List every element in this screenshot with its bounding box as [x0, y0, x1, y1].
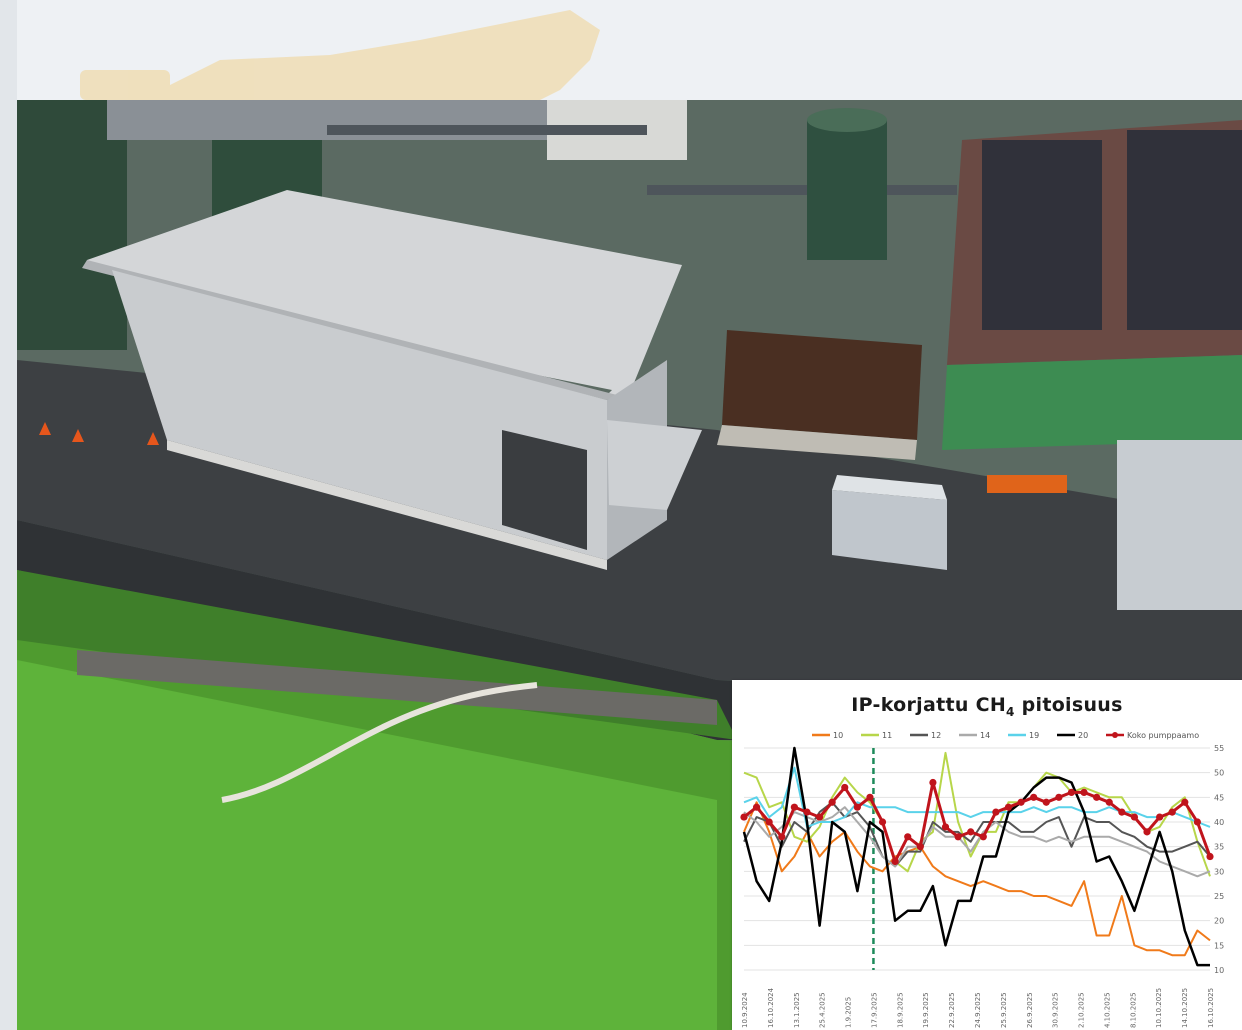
data-point [1093, 793, 1101, 801]
x-tick-label: 16.10.2025 [1207, 988, 1215, 1028]
data-point [1193, 818, 1202, 826]
legend-label: 10 [833, 731, 843, 740]
data-point [916, 843, 924, 851]
x-tick-label: 19.9.2025 [922, 992, 930, 1028]
x-tick-label: 10.9.2024 [741, 992, 749, 1028]
data-point [1130, 813, 1139, 821]
data-point [1156, 813, 1164, 821]
x-tick-label: 16.10.2024 [767, 987, 775, 1028]
data-point [752, 803, 761, 811]
data-point [828, 798, 836, 806]
series-line-19 [743, 766, 1211, 828]
legend-label: 12 [931, 731, 941, 740]
data-point [1143, 828, 1151, 836]
y-tick-label: 45 [1214, 793, 1224, 802]
data-point [841, 783, 849, 792]
data-point [1206, 852, 1214, 861]
legend-label: Koko pumppaamo [1127, 731, 1199, 740]
x-tick-label: 10.10.2025 [1155, 988, 1163, 1028]
series-line-10 [743, 801, 1211, 957]
y-tick-label: 25 [1214, 892, 1224, 901]
y-tick-label: 15 [1214, 941, 1224, 950]
data-point [866, 793, 874, 801]
x-tick-label: 30.9.2025 [1052, 992, 1060, 1028]
y-tick-label: 50 [1214, 769, 1224, 778]
x-tick-label: 25.4.2025 [819, 992, 827, 1028]
data-point [1118, 808, 1126, 816]
data-point [765, 818, 773, 826]
data-point [891, 857, 899, 866]
series-line-20 [742, 746, 1210, 967]
data-point [1030, 793, 1038, 801]
chart-title-main: IP-korjattu CH [851, 694, 1007, 716]
legend-label: 14 [980, 731, 990, 740]
legend-label: 20 [1078, 731, 1088, 740]
data-point [1181, 798, 1189, 806]
chart-plot: 10 15 20 25 30 35 40 45 50 55 10.9.2024 16.10.2024 1… [740, 731, 1224, 1028]
y-tick-label: 55 [1214, 744, 1224, 753]
y-tick-label: 30 [1214, 867, 1224, 876]
x-tick-label: 4.10.2025 [1103, 992, 1111, 1028]
y-tick-label: 10 [1214, 966, 1224, 975]
data-point [1067, 788, 1076, 796]
y-tick-label: 20 [1214, 917, 1224, 926]
x-tick-label: 17.9.2025 [870, 992, 878, 1028]
chart-title: IP-korjattu CH4 pitoisuus [732, 694, 1242, 719]
x-tick-label: 8.10.2025 [1129, 992, 1137, 1028]
data-point [1105, 798, 1113, 806]
x-tick-label: 26.9.2025 [1026, 992, 1034, 1028]
data-point [1168, 808, 1176, 816]
y-tick-label: 35 [1214, 843, 1224, 852]
data-point [954, 833, 962, 841]
x-tick-label: 2.10.2025 [1078, 992, 1086, 1028]
data-point [778, 833, 786, 841]
chart-title-subscript: 4 [1006, 704, 1015, 719]
data-point [904, 833, 912, 841]
data-point [1080, 788, 1088, 796]
data-point [941, 823, 950, 831]
legend-marker [1112, 732, 1118, 738]
x-tick-label: 14.10.2025 [1181, 988, 1189, 1028]
y-tick-label: 40 [1214, 818, 1224, 827]
data-point [815, 813, 824, 821]
legend-label: 19 [1029, 731, 1039, 740]
data-point [929, 778, 937, 787]
x-tick-label: 13.1.2025 [793, 992, 801, 1028]
data-point [1004, 803, 1013, 811]
chart-title-suffix: pitoisuus [1021, 694, 1123, 716]
series-line-12 [743, 801, 1211, 868]
data-point [979, 833, 987, 841]
data-point [1017, 798, 1025, 806]
data-point [803, 808, 811, 816]
x-tick-label: 1.9.2025 [845, 997, 853, 1028]
data-point [740, 813, 748, 821]
data-point [853, 803, 861, 811]
x-tick-label: 18.9.2025 [896, 992, 904, 1028]
data-point [790, 803, 798, 811]
data-point [992, 808, 1000, 816]
x-tick-label: 25.9.2025 [1000, 992, 1008, 1028]
ch4-chart: IP-korjattu CH4 pitoisuus 10 15 20 25 30 35 40… [732, 680, 1242, 1030]
x-tick-label: 24.9.2025 [974, 992, 982, 1028]
data-point [967, 828, 975, 836]
data-point [878, 818, 887, 826]
data-point [1042, 798, 1050, 806]
data-point [1055, 793, 1063, 801]
x-tick-label: 22.9.2025 [948, 992, 956, 1028]
legend-label: 11 [882, 731, 892, 740]
